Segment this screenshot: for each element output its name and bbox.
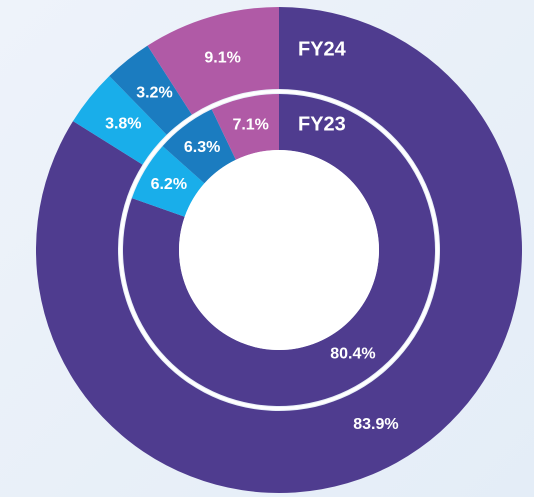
donut-segment xyxy=(131,146,205,217)
data-label: 3.8% xyxy=(105,116,141,133)
donut-segment xyxy=(36,7,522,493)
donut-segment xyxy=(147,6,279,115)
donut-segment xyxy=(109,45,192,135)
ring-divider xyxy=(119,90,439,410)
donut-segment xyxy=(73,76,167,165)
donut-segment xyxy=(162,109,236,184)
data-label: 6.2% xyxy=(151,176,187,193)
data-label: 9.1% xyxy=(204,49,240,66)
data-label: 80.4% xyxy=(330,346,375,363)
donut-segment xyxy=(211,94,279,160)
data-label: 83.9% xyxy=(353,416,398,433)
ring-label: FY23 xyxy=(298,113,346,135)
ring-label: FY24 xyxy=(298,38,347,60)
data-label: 7.1% xyxy=(232,116,268,133)
data-label: 6.3% xyxy=(184,139,220,156)
donut-segment xyxy=(123,94,436,406)
data-label: 3.2% xyxy=(136,85,172,102)
donut-hole xyxy=(179,150,379,350)
